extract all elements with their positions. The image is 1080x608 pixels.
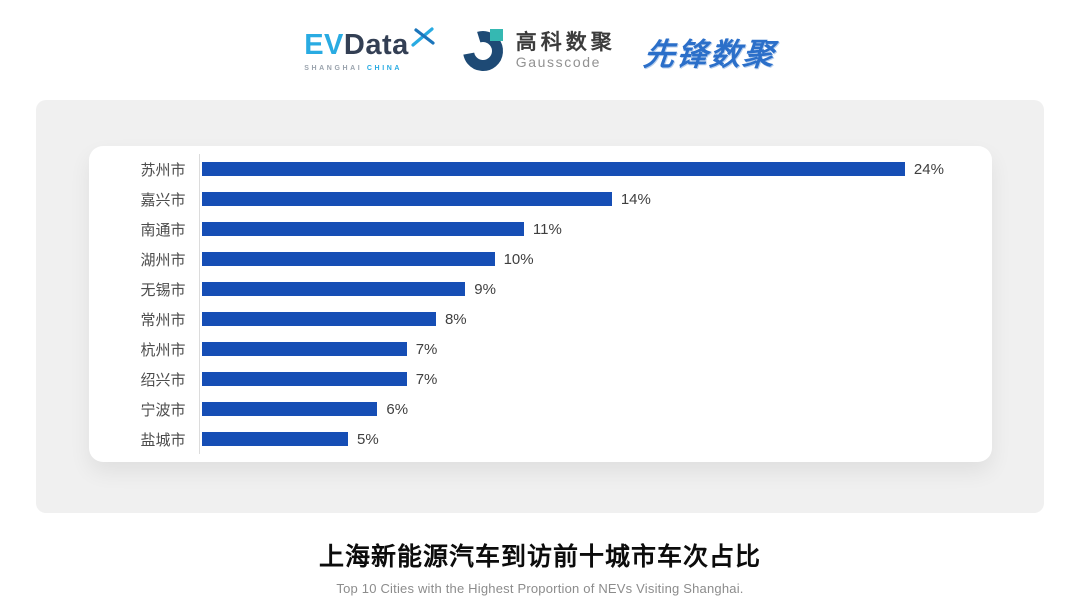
evdata-sub-shanghai: SHANGHAI [304, 64, 363, 72]
chart-row: 南通市 11% [103, 214, 984, 244]
bar-label: 南通市 [140, 221, 186, 239]
header-logos: EV Data SHANGHAI CHINA 高科数聚 Gausscode [0, 0, 1080, 80]
chart-row: 宁波市 6% [103, 394, 984, 424]
bar [201, 342, 407, 356]
bar-label: 常州市 [140, 311, 186, 329]
bar [201, 432, 349, 446]
bar-label: 无锡市 [140, 281, 186, 299]
chart-row: 常州市 8% [103, 304, 984, 334]
bar [201, 282, 466, 296]
bar [201, 162, 905, 176]
chart-row: 杭州市 7% [103, 334, 984, 364]
gausscode-logo: 高科数聚 Gausscode [462, 26, 616, 77]
bar-value: 5% [357, 430, 379, 448]
chart-subtitle: Top 10 Cities with the Highest Proportio… [336, 581, 744, 596]
bar-label: 杭州市 [140, 341, 186, 359]
bar-track: 24% [198, 154, 984, 184]
evdata-x-icon [411, 26, 435, 51]
bar-value: 7% [415, 370, 438, 388]
bar-value: 7% [415, 340, 438, 358]
chart-rows: 苏州市 24% 嘉兴市 14% 南通市 11% 湖州市 10% 无锡市 9% [103, 154, 984, 454]
bar-track: 5% [198, 424, 984, 454]
evdata-wordmark: EV Data [304, 26, 435, 61]
bar-track: 6% [198, 394, 984, 424]
bar [201, 252, 495, 266]
xianfeng-logo: 先锋数聚 [641, 29, 778, 74]
chart-card: 苏州市 24% 嘉兴市 14% 南通市 11% 湖州市 10% 无锡市 9% [88, 146, 992, 462]
bar-value: 9% [474, 280, 496, 298]
bar-label: 盐城市 [140, 431, 186, 449]
evdata-ev-text: EV [304, 28, 344, 61]
xianfeng-text: 先锋数聚 [641, 36, 778, 72]
chart-row: 盐城市 5% [103, 424, 984, 454]
bar-label: 苏州市 [140, 161, 186, 179]
bar-track: 7% [198, 364, 984, 394]
evdata-data-text: Data [343, 28, 409, 61]
bar-label: 绍兴市 [140, 371, 186, 389]
chart-title: 上海新能源汽车到访前十城市车次占比 [318, 543, 761, 571]
bar-value: 11% [532, 220, 562, 238]
bar [201, 192, 612, 206]
bar-label: 嘉兴市 [140, 191, 186, 209]
gausscode-g-icon [462, 26, 507, 77]
chart-row: 苏州市 24% [103, 154, 984, 184]
bar [201, 222, 524, 236]
bar-track: 8% [198, 304, 984, 334]
bar-value: 10% [503, 250, 534, 268]
bar-label: 宁波市 [140, 401, 186, 419]
chart-row: 无锡市 9% [103, 274, 984, 304]
chart-row: 湖州市 10% [103, 244, 984, 274]
chart-row: 嘉兴市 14% [103, 184, 984, 214]
bar-value: 6% [386, 400, 409, 418]
bar-track: 9% [198, 274, 984, 304]
bar [201, 312, 436, 326]
evdata-subtext: SHANGHAI CHINA [304, 65, 435, 72]
bar-track: 14% [198, 184, 984, 214]
bar-track: 10% [198, 244, 984, 274]
bar-track: 7% [198, 334, 984, 364]
evdata-logo: EV Data SHANGHAI CHINA [304, 26, 435, 72]
bar-value: 8% [444, 310, 467, 328]
evdata-sub-china: CHINA [366, 64, 403, 72]
gausscode-cn-text: 高科数聚 [515, 31, 616, 55]
bar [201, 402, 378, 416]
chart-row: 绍兴市 7% [103, 364, 984, 394]
gausscode-en-text: Gausscode [515, 54, 601, 71]
bar-value: 24% [913, 160, 944, 178]
caption-area: 上海新能源汽车到访前十城市车次占比 Top 10 Cities with the… [0, 537, 1080, 596]
bar-track: 11% [198, 214, 984, 244]
gausscode-text: 高科数聚 Gausscode [516, 31, 616, 70]
bar-label: 湖州市 [140, 251, 186, 269]
bar-value: 14% [620, 190, 651, 208]
chart-panel: 苏州市 24% 嘉兴市 14% 南通市 11% 湖州市 10% 无锡市 9% [36, 100, 1044, 513]
bar [201, 372, 407, 386]
